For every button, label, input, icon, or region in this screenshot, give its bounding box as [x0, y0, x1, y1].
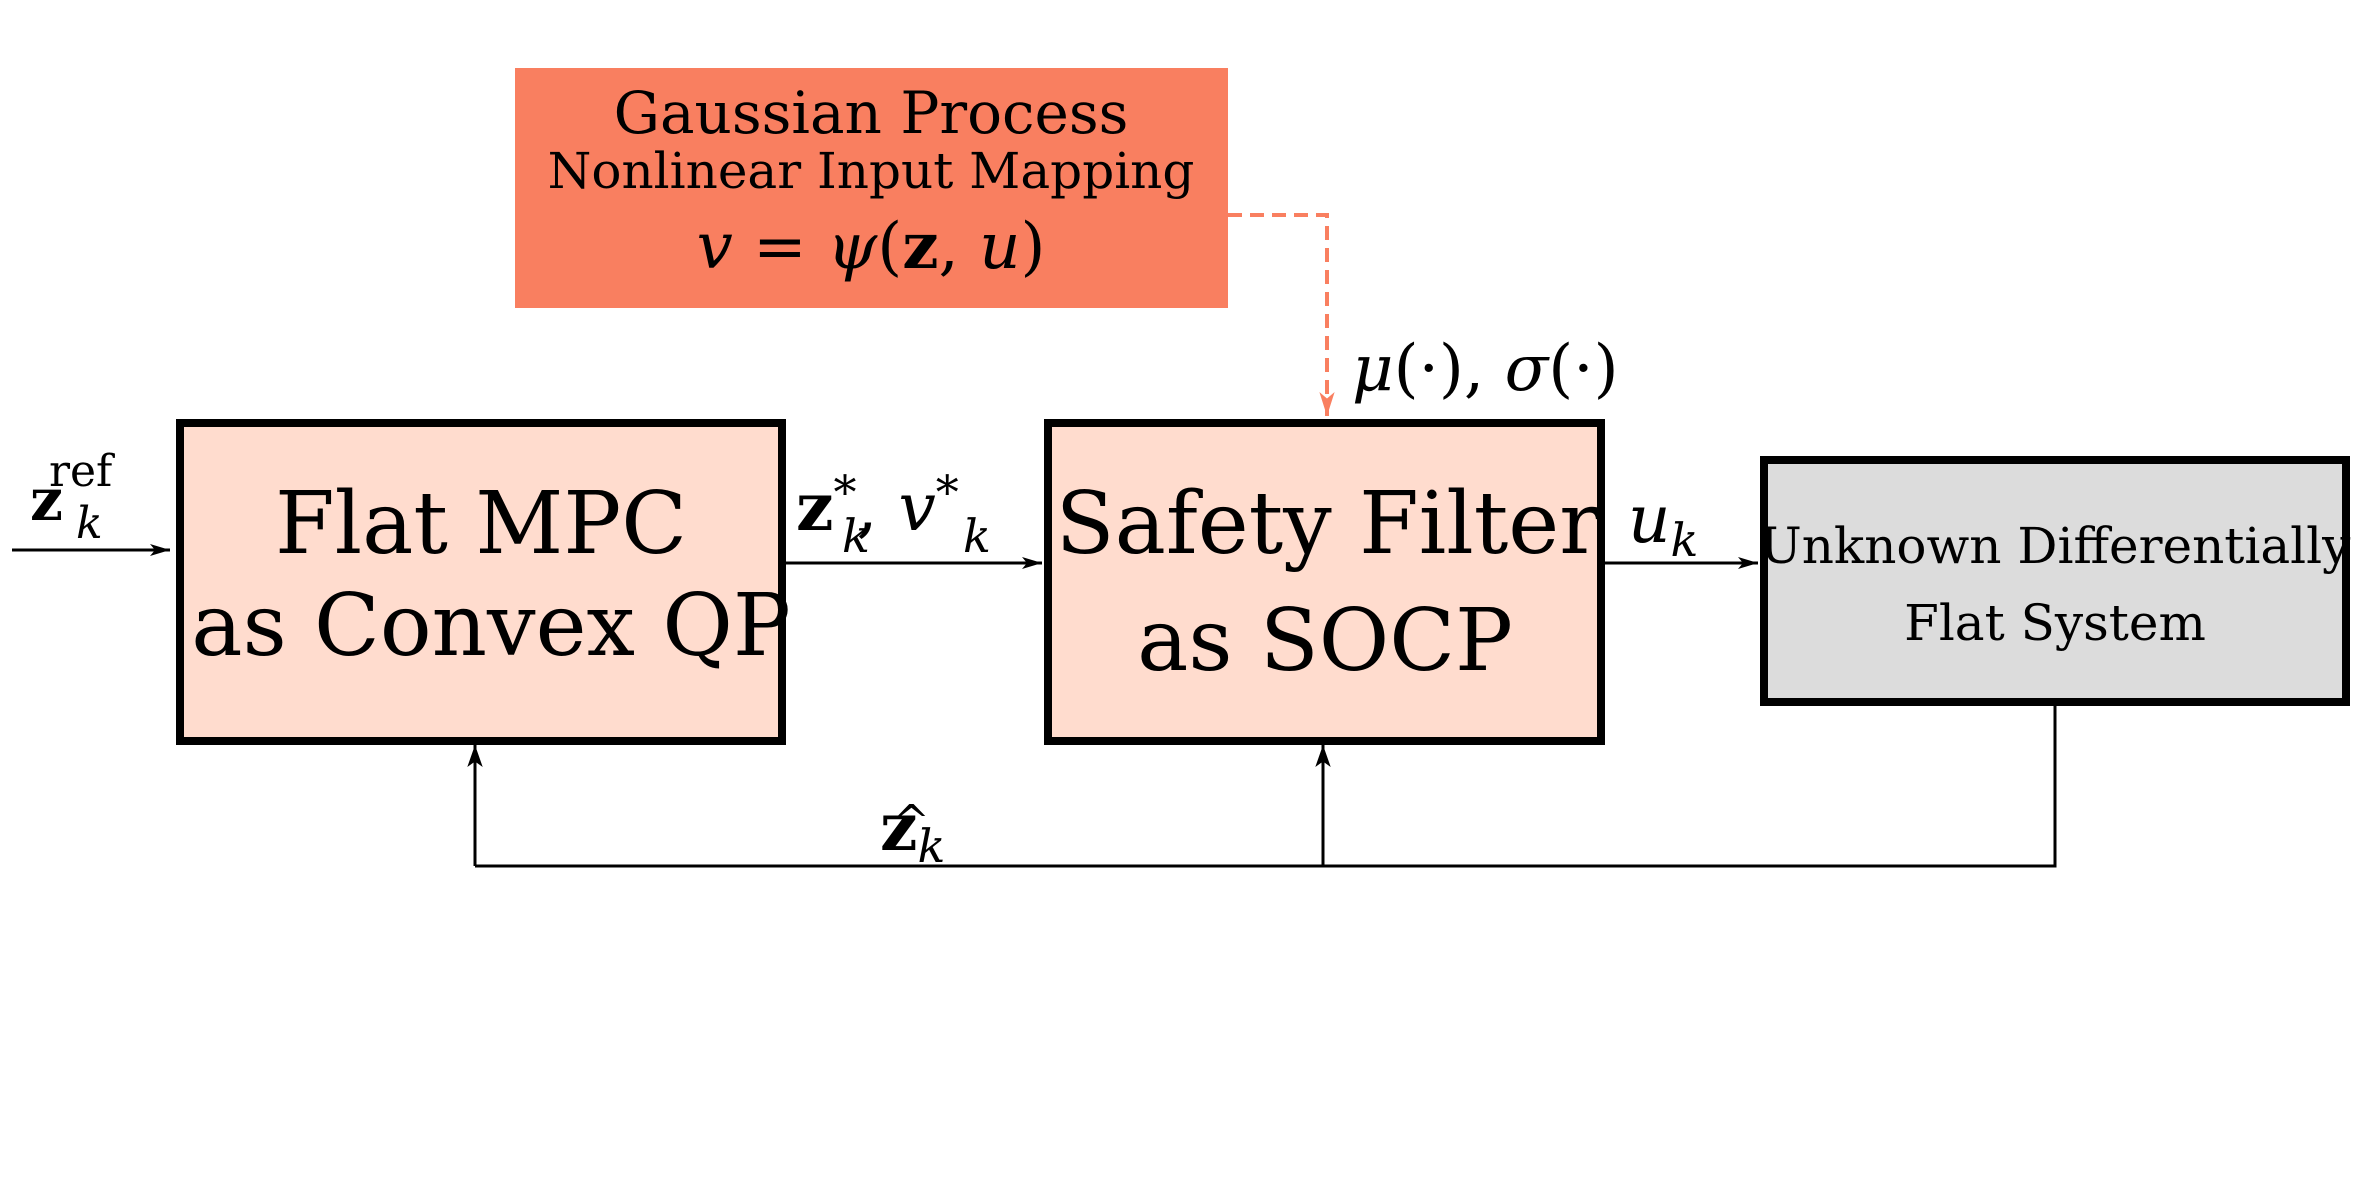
gp-equation: v = ψ(z, u): [697, 209, 1046, 284]
gp-subtitle: Nonlinear Input Mapping: [548, 142, 1195, 200]
safety-filter-block: [1044, 419, 1605, 745]
mpc-output-label: z*, v*: [796, 465, 959, 546]
mpc-block-line1: Flat MPC: [275, 474, 687, 574]
safety-filter-line2: as SOCP: [1137, 591, 1513, 691]
reference-input-label: zref: [30, 446, 115, 534]
mpc-block-line2: as Convex QP: [191, 576, 790, 676]
safety-filter-line1: Safety Filter: [1056, 474, 1602, 574]
reference-input-subscript: k: [76, 498, 103, 549]
plant-block-line1: Unknown Differentially: [1760, 517, 2352, 575]
control-input-label: uk: [1628, 481, 1698, 567]
mpc-block: [176, 419, 786, 745]
plant-block-line2: Flat System: [1904, 594, 2206, 652]
feedback-label: zk: [880, 788, 945, 873]
gp-title: Gaussian Process: [614, 79, 1129, 147]
plant-block: [1760, 456, 2350, 706]
feedback-hat: ^: [893, 796, 930, 847]
gp-block: [515, 68, 1228, 308]
gp-output-label: μ(·), σ(·): [1352, 332, 1619, 406]
feedback-line: [475, 706, 2057, 868]
mpc-output-v-subscript: k: [963, 509, 991, 563]
gp-to-filter-arrow: [1228, 213, 1335, 416]
mpc-output-z-subscript: k: [842, 509, 870, 563]
